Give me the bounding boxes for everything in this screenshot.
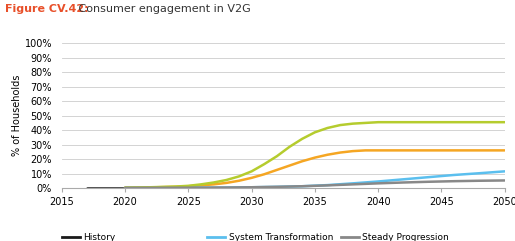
Y-axis label: % of Households: % of Households (12, 75, 22, 156)
Text: Figure CV.42:: Figure CV.42: (5, 4, 89, 13)
Legend: History, Consumer Transformation, System Transformation, Leading the Way, Steady: History, Consumer Transformation, System… (62, 233, 449, 241)
Text: Consumer engagement in V2G: Consumer engagement in V2G (75, 4, 250, 13)
